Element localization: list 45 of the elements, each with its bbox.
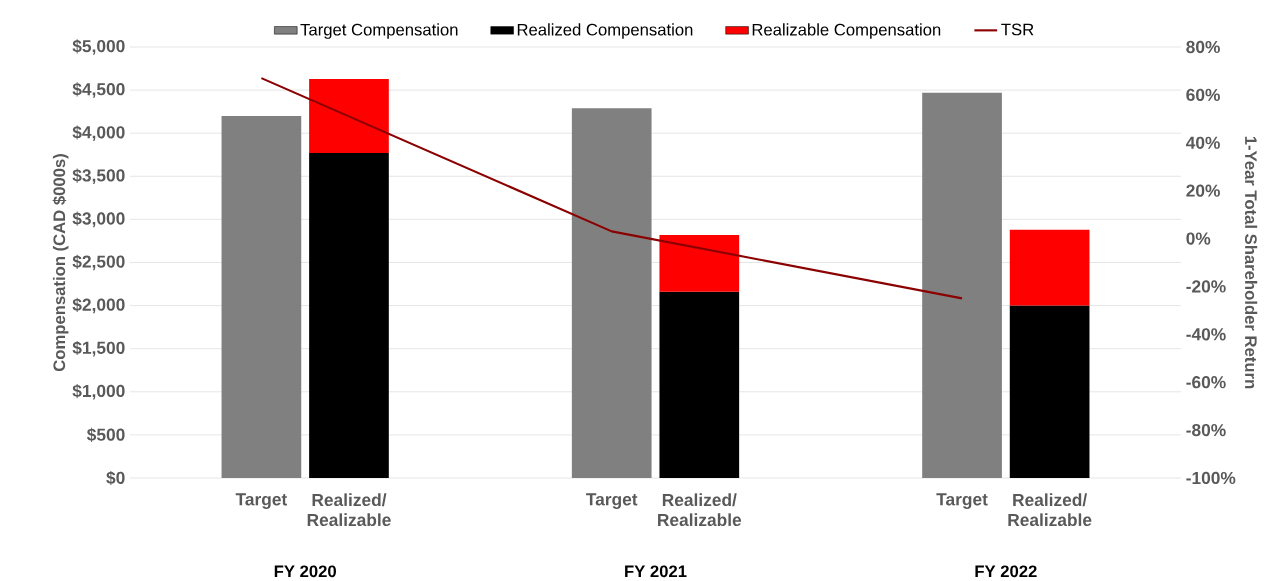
x-tick-label: Realized/ Realizable: [658, 493, 742, 527]
x-tick-label: Target: [586, 493, 638, 509]
y2-tick-label: -60%: [1186, 376, 1226, 389]
x-tick-label: Target: [235, 493, 288, 509]
x-tick-label: Target: [936, 493, 988, 509]
legend-label: TSR: [1001, 23, 1034, 36]
legend-label: Realized Compensation: [517, 23, 693, 39]
bar: [221, 115, 302, 478]
y-tick-label: $2,500: [72, 254, 125, 271]
y-tick-label: $5,000: [72, 39, 125, 55]
y-tick-label: $1,500: [72, 340, 125, 357]
y2-tick-label: 0%: [1186, 232, 1211, 245]
y-tick-label: $0: [106, 470, 125, 486]
bar: [1009, 229, 1090, 306]
y2-tick-label: 80%: [1186, 40, 1220, 54]
y2-tick-label: 60%: [1186, 88, 1220, 102]
y-tick-label: $4,000: [72, 125, 125, 141]
y2-tick-label: -20%: [1186, 280, 1226, 293]
y-tick-label: $1,000: [72, 384, 125, 400]
bar: [309, 153, 389, 478]
bar: [659, 234, 740, 292]
y-axis-title: Compensation (CAD $000s): [52, 154, 69, 372]
y-tick-label: $3,500: [72, 168, 125, 185]
y-tick-label: $500: [86, 427, 125, 442]
bar: [309, 78, 389, 154]
y2-tick-label: 20%: [1186, 184, 1220, 197]
y-tick-label: $4,500: [72, 82, 125, 98]
text: FY 2020: [274, 565, 336, 578]
y2-tick-label: -100%: [1186, 471, 1236, 485]
y-tick-label: $3,000: [72, 211, 125, 228]
bar: [659, 291, 740, 478]
text: FY 2021: [625, 565, 687, 578]
x-tick-label: Realized/ Realizable: [307, 493, 391, 527]
bar: [922, 92, 1002, 478]
legend-label: Realizable Compensation: [752, 23, 941, 39]
text: FY 2022: [975, 565, 1037, 578]
bar: [571, 108, 652, 478]
y2-axis-title: 1-Year Total Shareholder Return: [1244, 136, 1258, 389]
y2-tick-label: -80%: [1186, 423, 1226, 437]
x-tick-label: Realized/ Realizable: [1008, 493, 1092, 527]
y2-tick-label: 40%: [1185, 136, 1220, 149]
y-tick-label: $2,000: [72, 297, 125, 314]
legend-label: Target Compensation: [300, 23, 458, 39]
bar: [1009, 305, 1090, 478]
y2-tick-label: -40%: [1186, 328, 1226, 341]
